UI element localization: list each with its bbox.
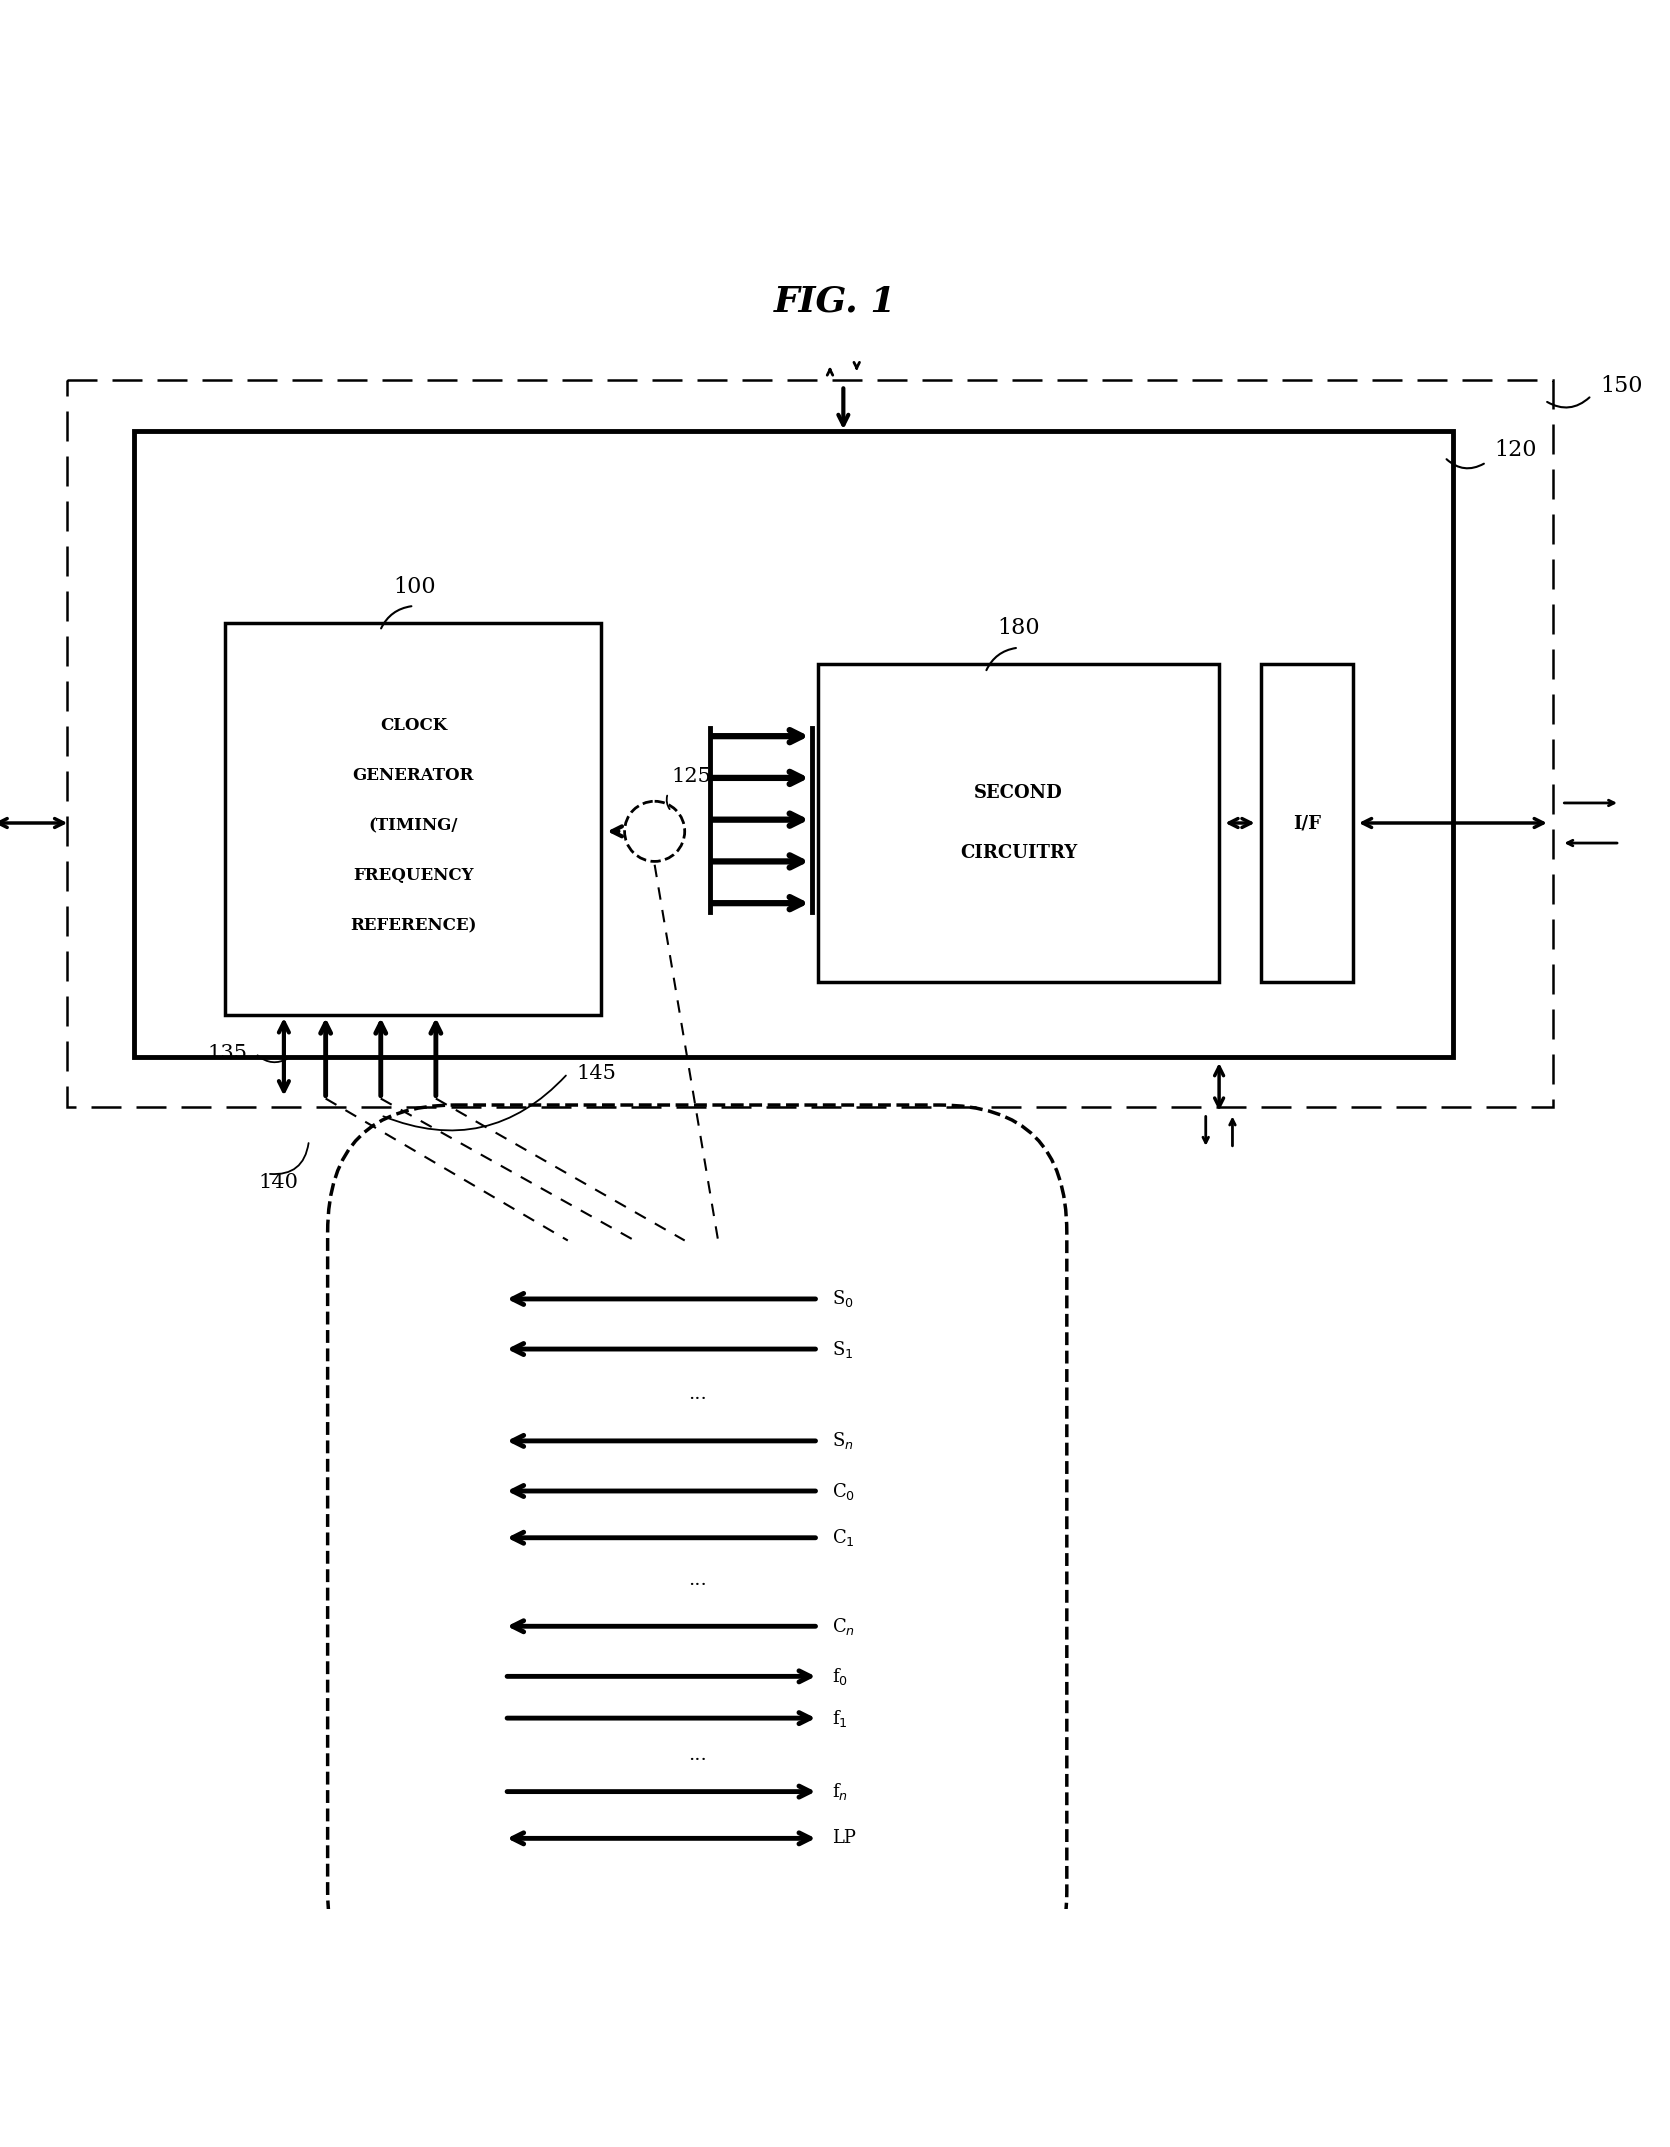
Text: 140: 140	[259, 1172, 299, 1192]
Text: LP: LP	[832, 1829, 855, 1846]
Text: 100: 100	[392, 575, 436, 597]
Bar	[67, 380, 1553, 1108]
Text: S$_1$: S$_1$	[832, 1338, 853, 1359]
Text: C$_0$: C$_0$	[832, 1481, 855, 1501]
Bar	[134, 432, 1453, 1056]
Text: S$_0$: S$_0$	[832, 1288, 853, 1310]
Text: C$_n$: C$_n$	[832, 1617, 855, 1636]
Text: GENERATOR: GENERATOR	[352, 766, 474, 784]
Text: CLOCK: CLOCK	[379, 717, 448, 734]
Bar	[818, 663, 1219, 981]
Text: REFERENCE): REFERENCE)	[351, 917, 476, 934]
Text: ...: ...	[688, 1385, 706, 1404]
Text: ...: ...	[688, 1746, 706, 1765]
Text: f$_n$: f$_n$	[832, 1782, 848, 1801]
Text: 145: 145	[576, 1065, 616, 1082]
Text: 135: 135	[207, 1043, 247, 1063]
Text: C$_1$: C$_1$	[832, 1527, 855, 1548]
Bar	[1261, 663, 1353, 981]
Text: f$_1$: f$_1$	[832, 1707, 847, 1728]
Text: 180: 180	[997, 618, 1040, 640]
Text: CIRCUITRY: CIRCUITRY	[960, 844, 1077, 863]
Text: (TIMING/: (TIMING/	[369, 818, 458, 833]
Text: 120: 120	[1495, 438, 1536, 462]
Text: 125: 125	[671, 766, 711, 786]
Bar	[225, 623, 601, 1016]
Text: S$_n$: S$_n$	[832, 1430, 853, 1451]
Text: ...: ...	[688, 1569, 706, 1589]
Text: I/F: I/F	[1293, 814, 1321, 833]
Text: FIG. 1: FIG. 1	[773, 286, 897, 320]
Text: SECOND: SECOND	[974, 784, 1064, 803]
Text: 150: 150	[1600, 376, 1642, 397]
Text: FREQUENCY: FREQUENCY	[352, 867, 474, 885]
Text: f$_0$: f$_0$	[832, 1666, 848, 1688]
